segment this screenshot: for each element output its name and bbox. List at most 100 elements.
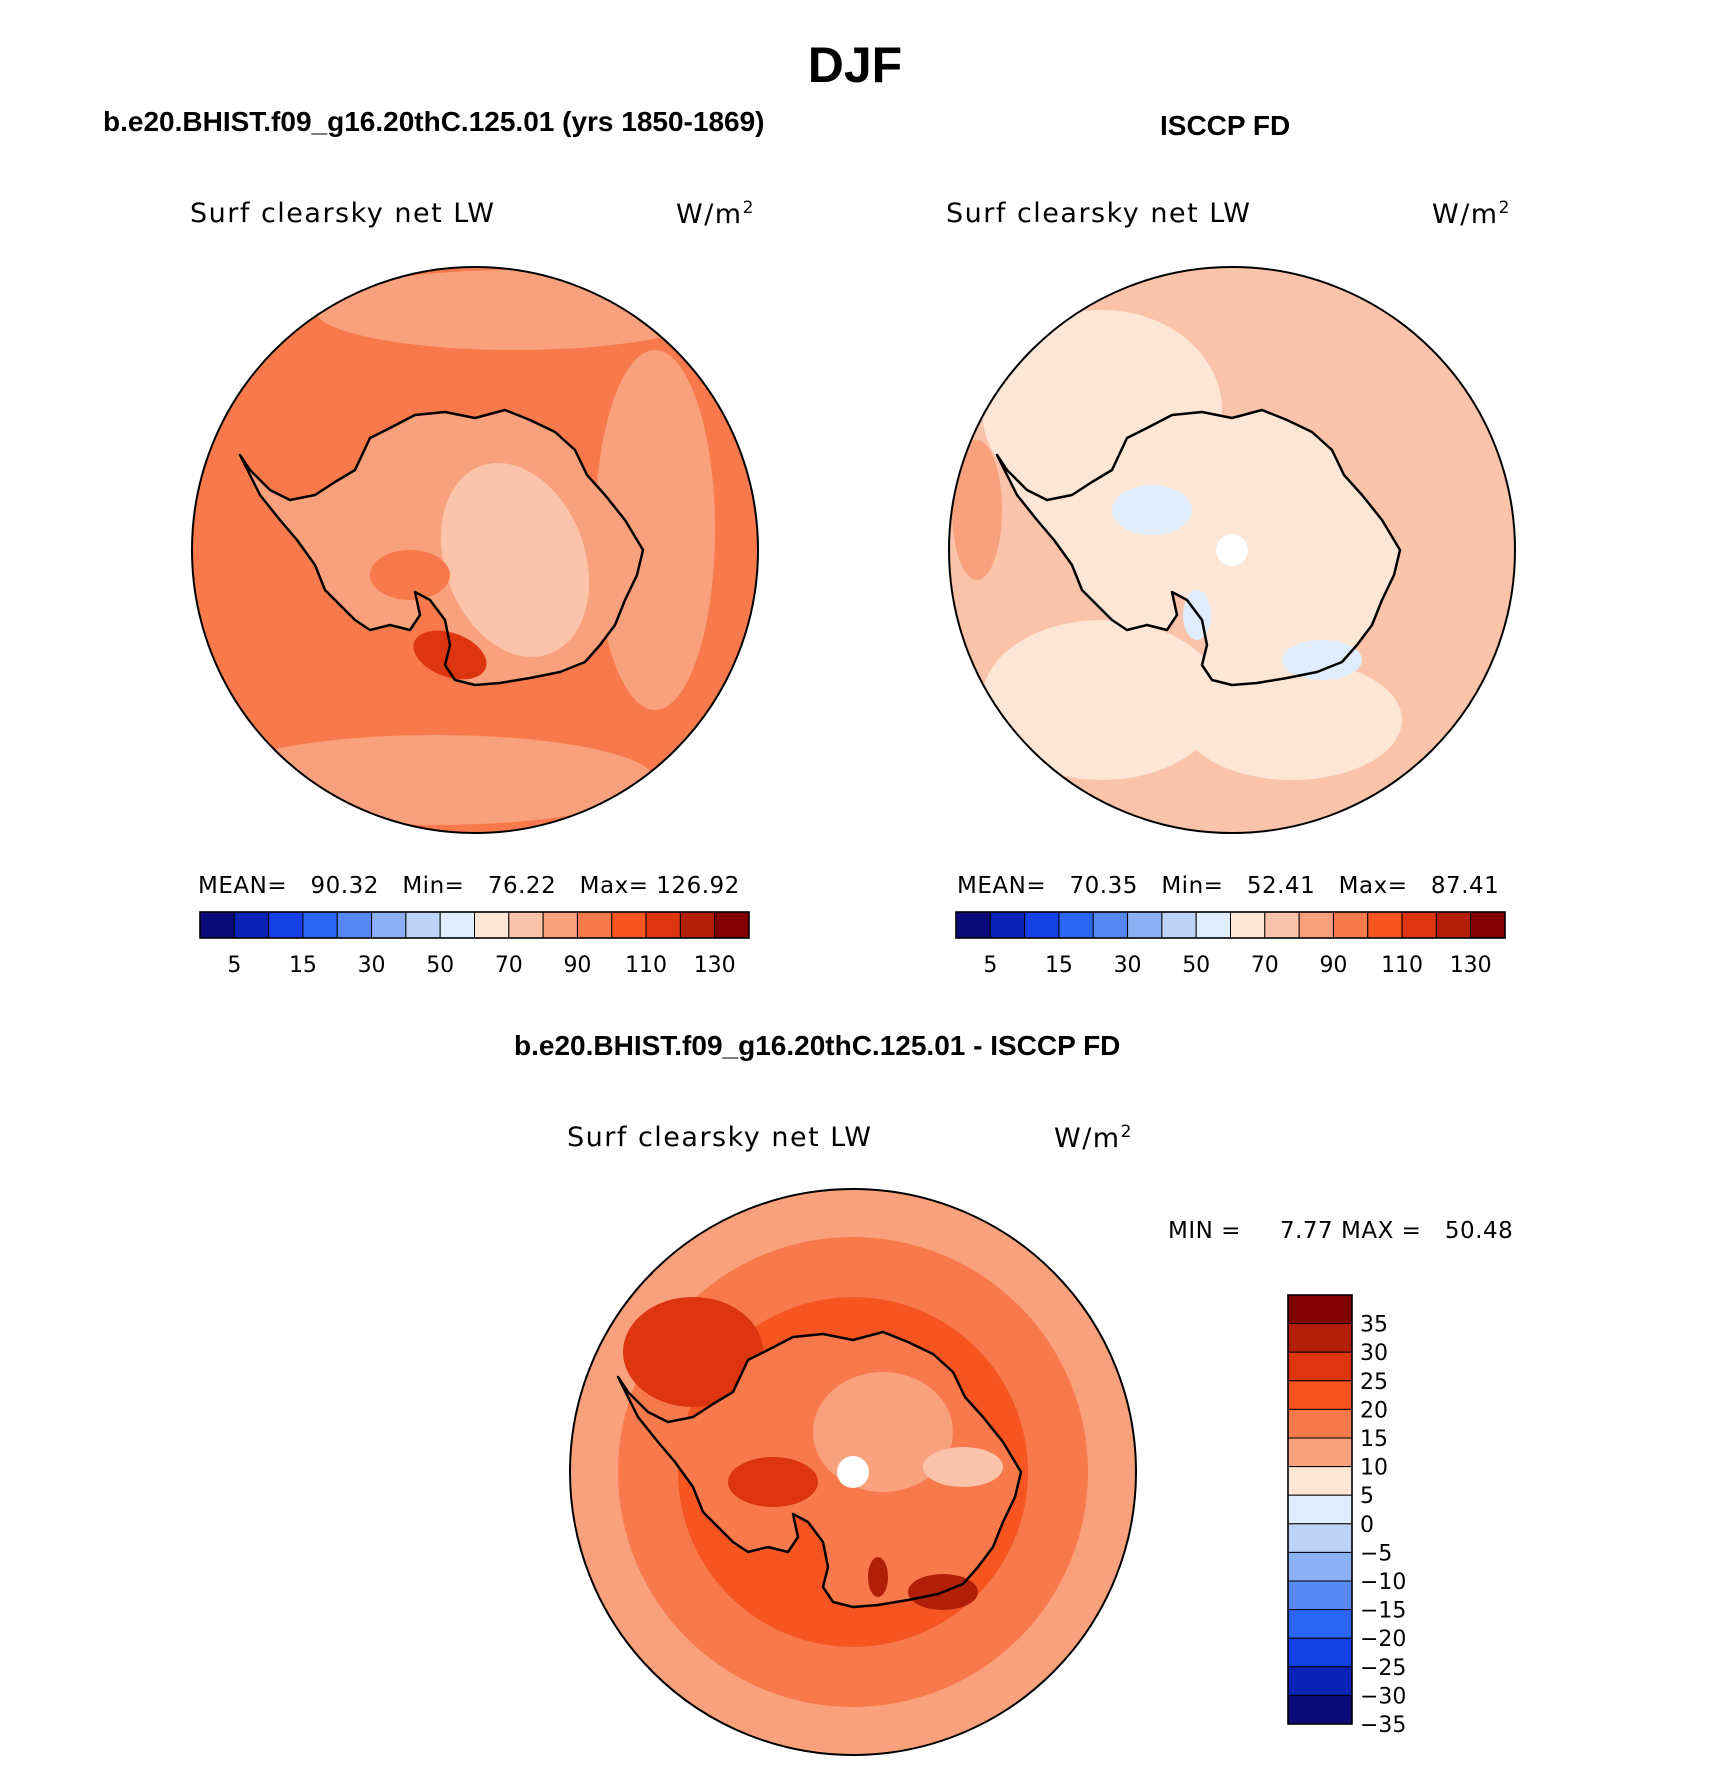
diff-interior-dark (728, 1457, 818, 1507)
obs-stats: MEAN= 70.35 Min= 52.41 Max= 87.41 (957, 873, 1499, 899)
obs-min-label: Min= (1161, 873, 1224, 899)
cbar-obs-tick-3: 50 (1182, 953, 1210, 978)
cbar-model-box-0 (199, 911, 235, 939)
diff-map (569, 1188, 1137, 1756)
cbar-obs-tick-2: 30 (1114, 953, 1142, 978)
cbar-obs-box-0 (955, 911, 991, 939)
diff-east-pale (923, 1447, 1003, 1487)
diff-colorbar-box-11 (1287, 1609, 1353, 1639)
model-min-value: 76.22 (487, 873, 557, 899)
obs-max-label: Max= (1338, 873, 1408, 899)
cbar-model-tick-4: 70 (495, 953, 523, 978)
cbar-model-box-1 (233, 911, 270, 939)
model-colorbar: 5 15 30 50 70 90 110 130 (199, 911, 750, 978)
map-model-field (192, 267, 758, 833)
cbar-obs-box-13 (1401, 911, 1437, 939)
diff-colorbar-frame (1287, 1294, 1353, 1725)
cbar-model-box-11 (576, 911, 613, 939)
cbar-model-box-4 (336, 911, 373, 939)
diff-colorbar-tick-13: −30 (1360, 1684, 1406, 1709)
cbar-obs-tick-7: 130 (1450, 953, 1492, 978)
diff-max-value: 50.48 (1444, 1218, 1514, 1244)
diff-colorbar-box-9 (1287, 1551, 1353, 1582)
obs-units-text: W/m (1432, 199, 1499, 230)
diff-colorbar-tick-12: −25 (1360, 1656, 1406, 1681)
model-north-patch (315, 270, 715, 350)
diff-units-exponent: 2 (1120, 1122, 1133, 1142)
cbar-model-box-3 (302, 911, 338, 939)
model-units-exponent: 2 (742, 198, 755, 218)
obs-blue-patch-1 (1112, 485, 1192, 535)
cbar-model-tick-6: 110 (625, 953, 667, 978)
cbar-obs-tick-4: 70 (1251, 953, 1279, 978)
cbar-obs-box-3 (1058, 911, 1094, 939)
cbar-model-box-9 (508, 911, 544, 939)
diff-colorbar-tick-0: 35 (1360, 1313, 1388, 1338)
obs-s-patch (1182, 660, 1402, 780)
obs-panel-title: ISCCP FD (1160, 110, 1291, 141)
obs-map (948, 266, 1516, 834)
cbar-obs-box-14 (1435, 911, 1472, 939)
diff-colorbar-box-4 (1287, 1408, 1353, 1439)
cbar-obs-box-11 (1332, 911, 1369, 939)
diff-min-label: MIN = (1168, 1218, 1241, 1244)
diff-colorbar-box-6 (1287, 1466, 1353, 1496)
cbar-obs-box-6 (1161, 911, 1197, 939)
cbar-obs-box-4 (1092, 911, 1129, 939)
diff-colorbar-box-8 (1287, 1523, 1353, 1553)
cbar-obs-box-10 (1298, 911, 1334, 939)
cbar-obs-box-12 (1367, 911, 1403, 939)
diff-colorbar-tick-7: 0 (1360, 1513, 1374, 1538)
model-south-patch (215, 735, 655, 825)
diff-colorbar-box-13 (1287, 1666, 1353, 1696)
diff-colorbar-box-1 (1287, 1323, 1353, 1353)
obs-blue-patch-2 (1282, 640, 1362, 680)
diff-colorbar-tick-3: 20 (1360, 1398, 1388, 1423)
cbar-model-box-12 (611, 911, 647, 939)
cbar-model-box-5 (371, 911, 407, 939)
cbar-model-box-13 (645, 911, 681, 939)
cbar-model-box-10 (542, 911, 578, 939)
diff-colorbar-tick-10: −15 (1360, 1599, 1406, 1624)
diff-colorbar-tick-4: 15 (1360, 1427, 1388, 1452)
diff-colorbar-tick-14: −35 (1360, 1713, 1406, 1738)
model-east-patch (595, 350, 715, 710)
cbar-model-box-7 (439, 911, 475, 939)
cbar-model-tick-7: 130 (694, 953, 736, 978)
cbar-model-box-8 (474, 911, 510, 939)
cbar-model-tick-0: 5 (227, 953, 241, 978)
diff-colorbar-box-12 (1287, 1637, 1353, 1668)
cbar-model-box-2 (268, 911, 304, 939)
cbar-obs-box-8 (1230, 911, 1266, 939)
diff-colorbar-box-5 (1287, 1437, 1353, 1468)
diff-colorbar-box-3 (1287, 1380, 1353, 1410)
cbar-model-box-15 (714, 911, 750, 939)
obs-sw-patch (982, 620, 1222, 780)
cbar-model-box-6 (405, 911, 441, 939)
cbar-obs-box-15 (1470, 911, 1506, 939)
cbar-obs-box-5 (1127, 911, 1163, 939)
diff-nw-patch (623, 1297, 763, 1407)
model-ross-hotspot (413, 630, 487, 680)
diff-colorbar-tick-9: −10 (1360, 1570, 1406, 1595)
model-stats: MEAN= 90.32 Min= 76.22 Max= 126.92 (198, 873, 740, 899)
model-units-label: W/m2 (676, 198, 755, 230)
diff-colorbar: 35 30 25 20 15 10 5 0 −5 −10 −15 −20 −25 −30 −35 (1287, 1294, 1406, 1738)
map-obs-pole-mask (1216, 534, 1248, 566)
cbar-obs-box-9 (1264, 911, 1300, 939)
map-diff-border (569, 1188, 1137, 1756)
model-max-value: 126.92 (656, 873, 740, 899)
map-model-border (191, 266, 759, 834)
diff-min-value: 7.77 (1279, 1218, 1334, 1244)
model-plateau (440, 463, 590, 657)
diff-colorbar-tick-11: −20 (1360, 1627, 1406, 1652)
cbar-model-box-14 (679, 911, 716, 939)
cbar-obs-frame (955, 911, 1506, 939)
diff-colorbar-tick-8: −5 (1360, 1541, 1392, 1566)
cbar-model-tick-2: 30 (358, 953, 386, 978)
diff-panel-title: b.e20.BHIST.f09_g16.20thC.125.01 - ISCCP… (514, 1030, 1121, 1061)
cbar-obs-box-2 (1024, 911, 1060, 939)
cbar-model-tick-5: 90 (563, 953, 591, 978)
map-diff-pole-mask (837, 1456, 869, 1488)
